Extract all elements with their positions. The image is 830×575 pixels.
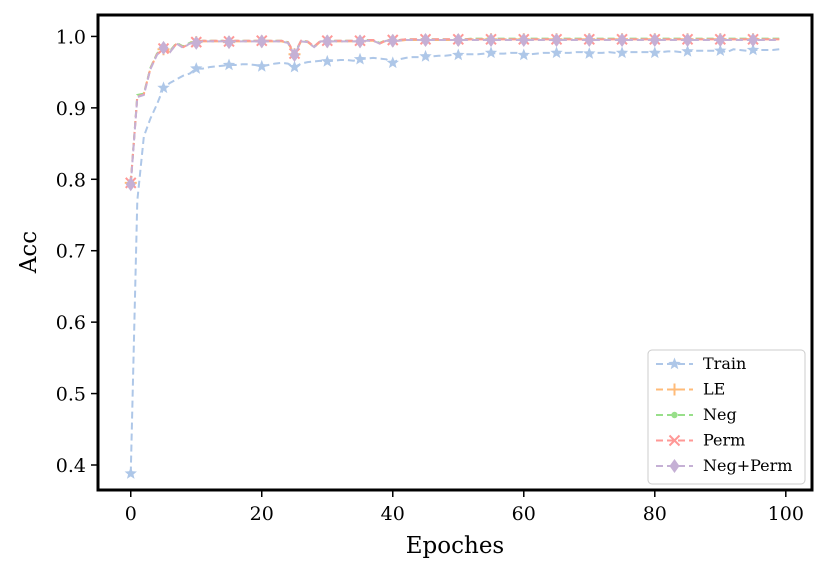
data-point-marker: [715, 33, 726, 47]
data-point-marker: [321, 54, 334, 67]
y-axis: 0.4 0.5 0.6 0.7 0.8 0.9 1.0: [56, 26, 97, 477]
y-axis-title: Acc: [16, 231, 42, 274]
data-point-marker: [583, 47, 596, 59]
data-point-marker: [648, 46, 661, 59]
data-point-marker: [322, 34, 333, 49]
data-point-marker: [551, 33, 562, 47]
y-tick-label: 0.7: [56, 241, 86, 263]
data-point-marker: [617, 33, 628, 47]
data-point-marker: [584, 33, 595, 47]
legend-marker: [671, 411, 678, 419]
plot-area: [124, 33, 780, 479]
y-tick-label: 0.6: [56, 312, 86, 334]
data-point-marker: [355, 34, 366, 49]
series-train: [124, 43, 780, 479]
data-point-marker: [353, 52, 367, 65]
data-point-marker: [748, 33, 759, 47]
plot-frame: [96, 13, 814, 492]
y-tick-label: 0.9: [56, 98, 86, 120]
data-point-marker: [255, 59, 268, 72]
legend-marker: [668, 357, 681, 370]
series-neg-perm: [125, 33, 780, 192]
x-tick-label: 0: [125, 503, 137, 525]
data-point-marker: [256, 34, 267, 49]
y-tick-label: 0.4: [56, 455, 86, 477]
data-point-marker: [386, 56, 399, 69]
data-point-marker: [681, 44, 694, 57]
data-point-marker: [484, 46, 498, 59]
data-point-marker: [420, 33, 431, 47]
series-line: [129, 38, 780, 183]
data-point-marker: [746, 43, 760, 56]
legend-frame: [647, 349, 806, 485]
x-axis-title: Epoches: [406, 533, 504, 559]
x-tick-label: 80: [643, 503, 667, 525]
legend-label: Neg: [703, 405, 737, 424]
legend-label: Train: [703, 354, 746, 373]
data-point-marker: [419, 49, 432, 62]
x-axis: 0 20 40 60 80 100: [125, 491, 804, 525]
series-line: [129, 38, 780, 183]
series-line: [129, 37, 780, 183]
data-point-marker: [289, 48, 300, 62]
data-point-marker: [124, 467, 137, 479]
data-point-marker: [157, 81, 170, 94]
legend-marker: [668, 383, 681, 396]
data-point-marker: [158, 40, 169, 55]
y-tick-label: 1.0: [56, 26, 86, 48]
series-neg: [127, 35, 780, 187]
legend: Train LE Neg Perm Neg+Perm: [647, 349, 806, 485]
legend-label: Perm: [703, 431, 745, 450]
data-point-marker: [486, 33, 497, 47]
data-point-marker: [387, 33, 398, 48]
data-point-marker: [682, 33, 693, 47]
data-point-marker: [517, 48, 530, 61]
legend-label: LE: [703, 380, 725, 399]
data-point-marker: [453, 33, 464, 47]
data-point-marker: [714, 44, 727, 56]
data-point-marker: [224, 35, 235, 50]
y-tick-label: 0.8: [56, 169, 86, 191]
series-le: [124, 33, 780, 189]
data-point-marker: [222, 58, 236, 71]
legend-marker: [669, 459, 680, 473]
data-point-marker: [452, 48, 465, 61]
data-point-marker: [518, 33, 529, 47]
x-tick-label: 40: [381, 503, 405, 525]
data-point-marker: [191, 35, 202, 50]
x-tick-label: 20: [250, 503, 274, 525]
series-perm: [125, 33, 780, 189]
data-point-marker: [615, 46, 629, 59]
data-point-marker: [288, 60, 301, 73]
data-point-marker: [125, 177, 136, 192]
data-point-marker: [649, 33, 660, 47]
data-point-marker: [550, 46, 563, 59]
data-point-marker: [190, 62, 203, 74]
legend-label: Neg+Perm: [703, 456, 792, 475]
x-tick-label: 60: [512, 503, 536, 525]
x-tick-label: 100: [768, 503, 804, 525]
legend-marker: [668, 434, 681, 447]
y-tick-label: 0.5: [56, 384, 86, 406]
